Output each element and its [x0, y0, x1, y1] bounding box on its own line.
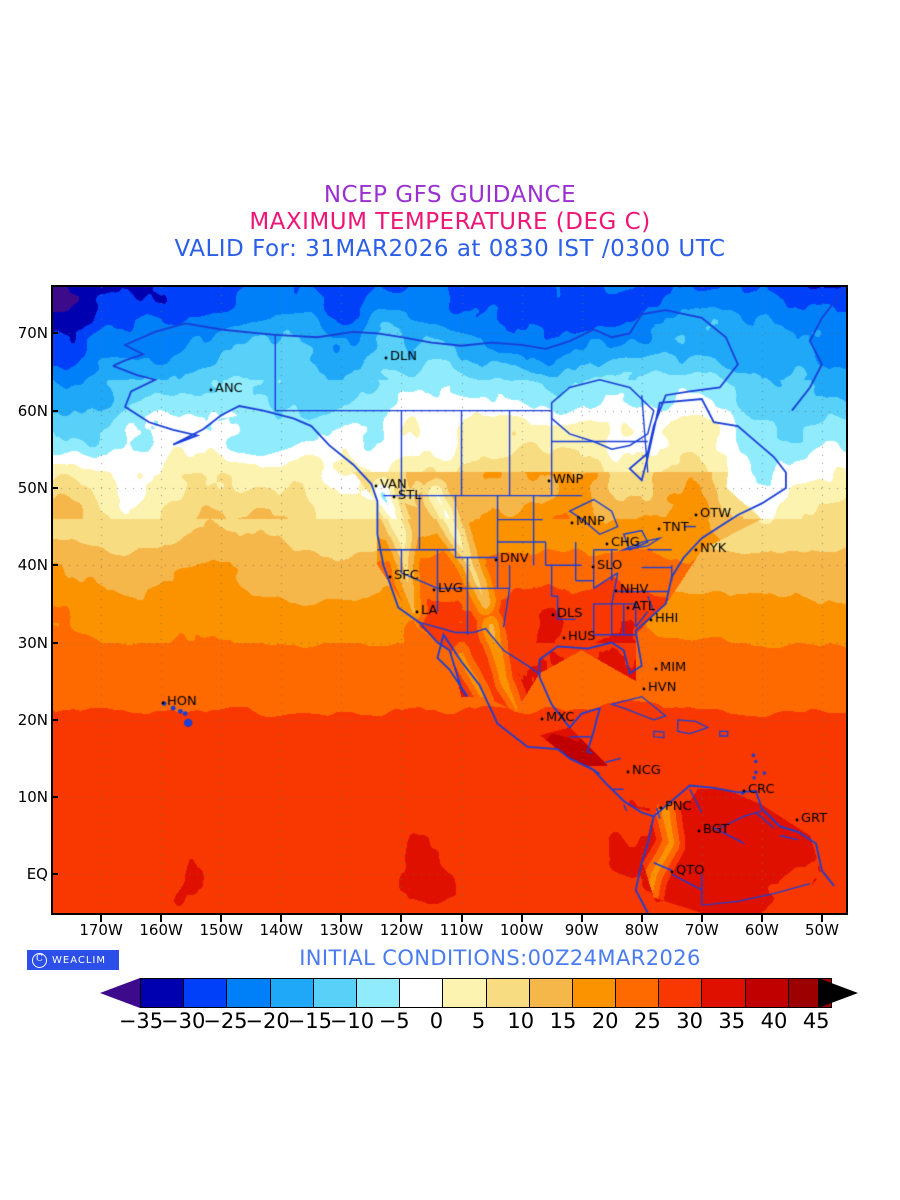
lon-tick: [340, 915, 343, 922]
colorbar-tick-10: 10: [507, 1009, 535, 1033]
lon-label-170W: 170W: [79, 921, 123, 939]
lat-label-60N: 60N: [17, 401, 48, 420]
lon-label-60W: 60W: [744, 921, 779, 939]
lat-label-EQ: EQ: [26, 865, 48, 884]
title-line-variable: MAXIMUM TEMPERATURE (DEG C): [249, 208, 651, 235]
colorbar-swatch-0: [141, 979, 185, 1007]
colorbar-tick--35: −35: [118, 1009, 164, 1033]
lat-tick: [51, 409, 58, 412]
colorbar-tick-30: 30: [676, 1009, 703, 1033]
lon-label-150W: 150W: [199, 921, 243, 939]
colorbar-under-arrow-icon: [100, 978, 140, 1008]
lat-tick: [51, 796, 58, 799]
logo-label: WEACLIM: [52, 954, 107, 966]
initial-conditions-label: INITIAL CONDITIONS:00Z24MAR2026: [299, 946, 701, 970]
map-panel[interactable]: DLNANCVANSTLWNPOTWMNPTNTCHGNYKDNVSLOSFCL…: [51, 285, 848, 915]
lon-label-80W: 80W: [624, 921, 659, 939]
lon-label-120W: 120W: [379, 921, 424, 939]
colorbar-swatch-13: [702, 979, 746, 1007]
lon-tick: [460, 915, 463, 922]
colorbar-swatch-3: [270, 979, 314, 1007]
title-line-valid: VALID For: 31MAR2026 at 0830 IST /0300 U…: [174, 235, 726, 262]
colorbar: −35 −30 −25 −20 −15 −10 −5 0 5 10 15 20 25 30 35 40 45: [100, 975, 859, 1035]
colorbar-swatch-9: [529, 979, 573, 1007]
colorbar-swatches: [140, 978, 832, 1008]
lon-label-50W: 50W: [805, 921, 839, 939]
lat-label-40N: 40N: [17, 556, 48, 575]
lon-tick: [820, 915, 823, 922]
lon-tick: [220, 915, 223, 922]
title-line-model: NCEP GFS GUIDANCE: [323, 182, 577, 208]
lon-tick: [760, 915, 763, 922]
lon-tick: [160, 915, 163, 922]
temperature-heatmap-canvas: [53, 287, 846, 913]
colorbar-swatch-10: [572, 979, 617, 1007]
lon-label-100W: 100W: [499, 921, 544, 939]
lat-tick: [51, 564, 58, 567]
lat-label-20N: 20N: [17, 710, 48, 729]
lat-tick: [51, 486, 58, 489]
lat-label-10N: 10N: [17, 788, 48, 807]
colorbar-tick-15: 15: [549, 1009, 577, 1033]
lat-tick: [51, 641, 58, 644]
colorbar-tick-45: 45: [802, 1009, 830, 1033]
colorbar-swatch-2: [227, 979, 271, 1007]
colorbar-swatch-4: [313, 979, 357, 1007]
lon-tick: [100, 915, 103, 922]
colorbar-swatch-14: [745, 979, 789, 1007]
lat-label-30N: 30N: [17, 633, 48, 652]
lat-label-50N: 50N: [17, 478, 48, 497]
colorbar-tick--20: −20: [245, 1009, 290, 1033]
colorbar-tick-35: 35: [718, 1009, 746, 1033]
lon-label-160W: 160W: [139, 921, 183, 939]
lat-tick: [51, 873, 58, 876]
colorbar-tick--10: −10: [329, 1009, 375, 1033]
lat-tick: [51, 718, 58, 721]
colorbar-swatch-6: [400, 979, 444, 1007]
colorbar-tick-0: 0: [429, 1009, 444, 1033]
lon-label-110W: 110W: [439, 921, 484, 939]
colorbar-swatch-8: [486, 979, 530, 1007]
lon-label-130W: 130W: [319, 921, 364, 939]
lon-tick: [640, 915, 643, 922]
colorbar-swatch-7: [443, 979, 487, 1007]
copyright-icon: C: [32, 952, 47, 968]
colorbar-swatch-11: [616, 979, 660, 1007]
lat-tick: [51, 332, 58, 335]
lon-label-70W: 70W: [684, 921, 719, 939]
colorbar-tick-25: 25: [634, 1009, 661, 1033]
lon-tick: [700, 915, 703, 922]
colorbar-swatch-12: [659, 979, 703, 1007]
colorbar-over-arrow-icon: [818, 978, 859, 1008]
colorbar-swatch-1: [184, 979, 228, 1007]
lon-tick: [400, 915, 403, 922]
colorbar-swatch-5: [356, 979, 401, 1007]
colorbar-tick-20: 20: [591, 1009, 619, 1033]
colorbar-tick--25: −25: [203, 1009, 248, 1033]
lon-tick: [280, 915, 283, 922]
lon-tick: [580, 915, 583, 922]
colorbar-tick--30: −30: [161, 1009, 206, 1033]
colorbar-tick--5: −5: [378, 1009, 410, 1033]
lat-label-70N: 70N: [17, 324, 48, 343]
lon-label-140W: 140W: [259, 921, 304, 939]
weaclim-logo-badge: C WEACLIM: [27, 950, 119, 970]
lon-tick: [520, 915, 523, 922]
colorbar-tick-40: 40: [760, 1009, 788, 1033]
colorbar-tick--15: −15: [287, 1009, 332, 1033]
chart-title-block: NCEP GFS GUIDANCE MAXIMUM TEMPERATURE (D…: [0, 182, 900, 263]
lon-label-90W: 90W: [564, 921, 599, 939]
colorbar-tick-5: 5: [471, 1009, 486, 1033]
